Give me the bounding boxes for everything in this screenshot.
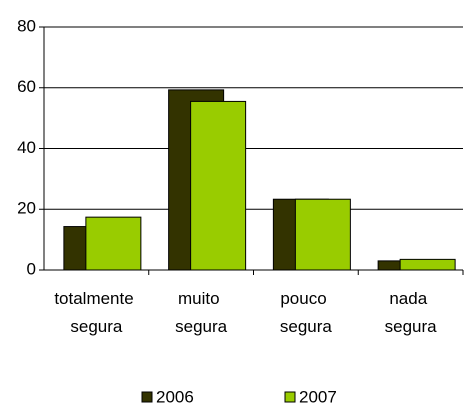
x-tick-label: nada segura	[385, 289, 438, 336]
legend-label: 2007	[299, 387, 337, 406]
y-tick-label: 60	[17, 77, 36, 96]
bar	[399, 258, 456, 271]
y-tick-label: 80	[17, 16, 36, 35]
legend-swatch	[284, 391, 296, 403]
legend-swatch	[141, 391, 153, 403]
y-tick-label: 40	[17, 138, 36, 157]
x-tick-label: pouco segura	[280, 289, 333, 336]
bar	[85, 216, 142, 271]
x-tick-label: muito segura	[175, 289, 228, 336]
legend-label: 2006	[156, 387, 194, 406]
bar	[294, 198, 351, 271]
x-tick-label: totalmente segura	[54, 289, 138, 336]
y-tick-label: 20	[17, 199, 36, 218]
bar	[190, 100, 247, 271]
y-tick-label: 0	[27, 259, 36, 278]
